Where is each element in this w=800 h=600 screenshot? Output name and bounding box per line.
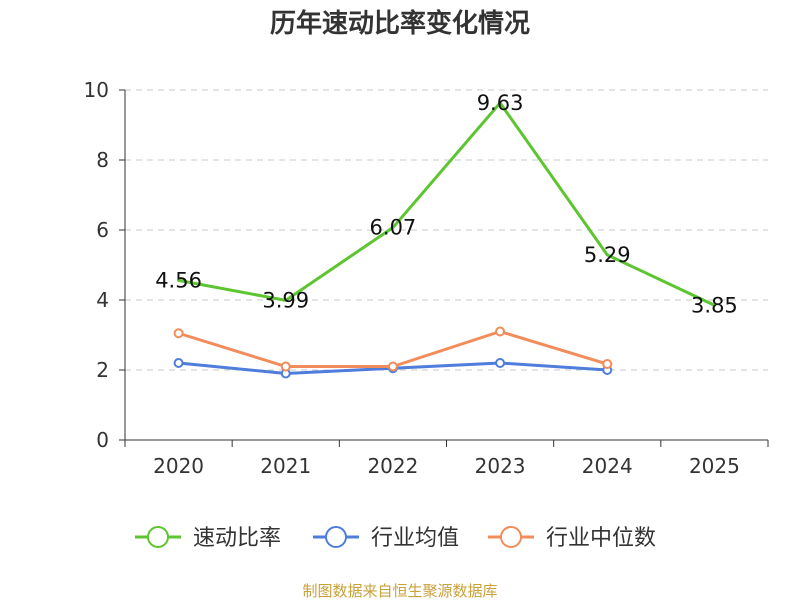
x-tick-label: 2020	[153, 454, 204, 478]
legend-item: 行业中位数	[488, 526, 656, 551]
chart-title: 历年速动比率变化情况	[270, 8, 530, 39]
x-tick-label: 2025	[689, 454, 740, 478]
data-point	[173, 358, 184, 368]
data-label: 4.56	[155, 268, 202, 292]
y-tick-label: 4	[96, 288, 109, 312]
legend: 速动比率 行业均值 行业中位数	[135, 526, 656, 551]
y-tick-label: 2	[96, 358, 109, 382]
series-line	[177, 101, 716, 307]
x-tick-label: 2021	[260, 454, 311, 478]
legend-marker	[325, 526, 347, 548]
data-labels: 4.56 3.99 6.07 9.63 5.29 3.85	[155, 91, 738, 317]
legend-label: 速动比率	[193, 526, 281, 551]
legend-marker	[500, 526, 522, 548]
x-tick-label: 2022	[367, 454, 418, 478]
data-label: 9.63	[477, 91, 524, 115]
y-tick-label: 10	[84, 78, 109, 102]
data-label: 5.29	[584, 243, 631, 267]
data-point	[387, 361, 398, 372]
data-point	[280, 361, 291, 372]
series-line	[177, 330, 609, 368]
plot-area	[173, 101, 716, 379]
data-point	[495, 326, 506, 337]
x-tick-label: 2023	[475, 454, 526, 478]
legend-marker	[147, 526, 169, 548]
legend-item: 行业均值	[313, 526, 459, 551]
x-tick-label: 2024	[582, 454, 633, 478]
data-point	[495, 358, 506, 368]
data-point	[602, 359, 613, 370]
legend-label: 行业均值	[371, 526, 459, 551]
y-tick-label: 6	[96, 218, 109, 242]
grid-lines	[125, 89, 768, 371]
data-label: 3.85	[691, 293, 738, 317]
axes: 0 2 4 6 8 10 2020 2021 2022 2023 2024 2025	[84, 78, 769, 478]
data-point	[173, 328, 184, 339]
y-tick-label: 0	[96, 428, 109, 452]
legend-label: 行业中位数	[546, 526, 656, 551]
legend-item: 速动比率	[135, 526, 281, 551]
source-note: 制图数据来自恒生聚源数据库	[302, 582, 497, 600]
data-label: 6.07	[370, 216, 417, 240]
data-label: 3.99	[262, 288, 309, 312]
y-tick-label: 8	[96, 148, 109, 172]
